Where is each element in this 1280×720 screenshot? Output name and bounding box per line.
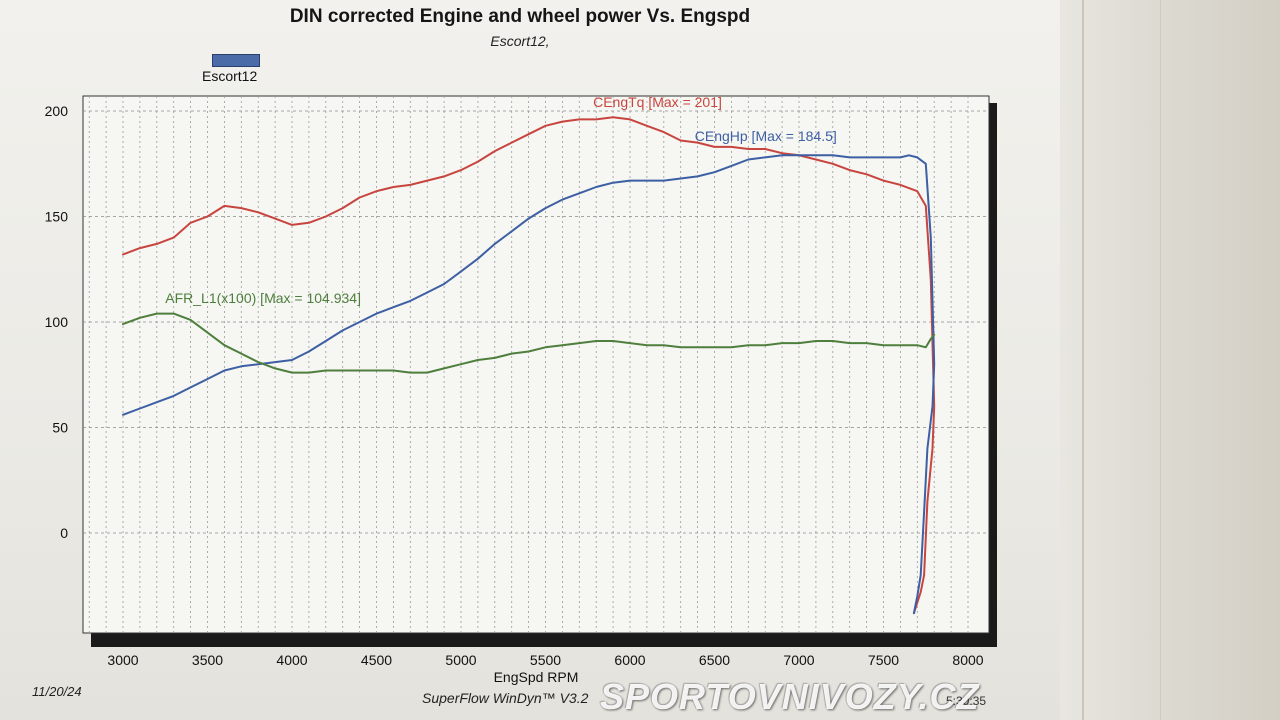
annotation-afr-l1-x100: AFR_L1(x100) [Max = 104.934] bbox=[165, 290, 361, 306]
series-lines bbox=[122, 116, 936, 615]
watermark: SPORTOVNIVOZY.CZ bbox=[600, 676, 980, 717]
y-tick-label: 150 bbox=[45, 209, 69, 225]
x-tick-label: 4000 bbox=[276, 652, 307, 668]
x-tick-labels: 3000 3500 4000 4500 5000 5500 6000 6500 7000 7500… bbox=[107, 652, 983, 668]
x-tick-label: 7000 bbox=[783, 652, 814, 668]
x-axis-label: EngSpd RPM bbox=[494, 669, 579, 685]
annotation-cenghp: CEngHp [Max = 184.5] bbox=[695, 128, 837, 144]
series-annotations: CEngTq [Max = 201] CEngHp [Max = 184.5] AF… bbox=[165, 94, 837, 306]
x-tick-label: 7500 bbox=[868, 652, 899, 668]
x-tick-label: 6500 bbox=[699, 652, 730, 668]
software-name: SuperFlow WinDyn™ V3.2 bbox=[422, 690, 589, 706]
chart-subtitle: Escort12, bbox=[490, 33, 550, 49]
x-tick-label: 8000 bbox=[952, 652, 983, 668]
y-tick-label: 0 bbox=[60, 525, 68, 541]
y-tick-label: 50 bbox=[52, 420, 68, 436]
series-line-cenghp bbox=[122, 154, 936, 615]
print-time: 5:30:35 bbox=[946, 694, 987, 708]
x-tick-label: 4500 bbox=[361, 652, 392, 668]
annotation-cengtq: CEngTq [Max = 201] bbox=[593, 94, 722, 110]
grid bbox=[83, 96, 989, 633]
paper-edge bbox=[1160, 0, 1161, 720]
x-tick-label: 3000 bbox=[107, 652, 138, 668]
background-paper-stack bbox=[1060, 0, 1280, 720]
legend-swatch bbox=[212, 54, 260, 67]
x-tick-label: 6000 bbox=[614, 652, 645, 668]
x-tick-label: 5500 bbox=[530, 652, 561, 668]
print-date: 11/20/24 bbox=[32, 684, 82, 699]
x-tick-label: 5000 bbox=[445, 652, 476, 668]
series-line-afr-l1-x100 bbox=[122, 312, 936, 374]
y-tick-label: 200 bbox=[45, 103, 69, 119]
paper-edge bbox=[1082, 0, 1084, 720]
x-tick-label: 3500 bbox=[192, 652, 223, 668]
plot-area bbox=[82, 95, 990, 634]
chart-title: DIN corrected Engine and wheel power Vs.… bbox=[289, 6, 751, 27]
legend-label: Escort12 bbox=[202, 68, 258, 84]
y-tick-labels: 0 50 100 150 200 bbox=[45, 103, 69, 541]
dyno-chart: 0 50 100 150 200 3000 3500 4000 4500 5000 5500 600… bbox=[45, 94, 997, 685]
y-tick-label: 100 bbox=[45, 314, 69, 330]
series-line-cengtq bbox=[122, 116, 936, 615]
